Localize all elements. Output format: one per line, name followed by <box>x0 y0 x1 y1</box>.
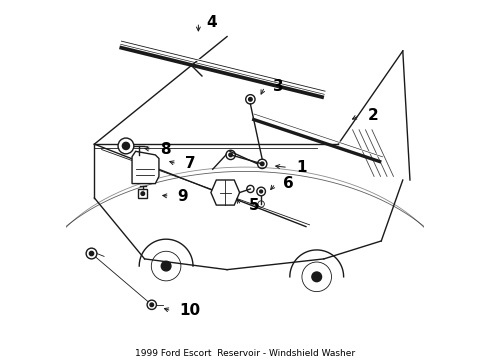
Circle shape <box>229 153 232 157</box>
Text: 5: 5 <box>249 198 260 213</box>
Circle shape <box>150 303 153 307</box>
Polygon shape <box>211 180 240 205</box>
Text: 4: 4 <box>206 15 217 30</box>
FancyBboxPatch shape <box>139 189 147 198</box>
Circle shape <box>86 248 97 259</box>
Circle shape <box>312 272 321 282</box>
Circle shape <box>147 300 156 310</box>
Text: 3: 3 <box>272 79 283 94</box>
Polygon shape <box>132 151 159 184</box>
Circle shape <box>122 142 129 149</box>
Circle shape <box>141 192 145 195</box>
Circle shape <box>260 162 264 166</box>
Text: 9: 9 <box>177 189 188 204</box>
Text: 2: 2 <box>368 108 378 123</box>
Text: 1999 Ford Escort  Reservoir - Windshield Washer: 1999 Ford Escort Reservoir - Windshield … <box>135 349 355 358</box>
Circle shape <box>161 261 171 271</box>
Circle shape <box>248 98 252 101</box>
Text: 7: 7 <box>185 156 196 171</box>
Text: 8: 8 <box>160 142 171 157</box>
Circle shape <box>118 138 134 154</box>
Text: 10: 10 <box>179 303 200 318</box>
Circle shape <box>260 190 263 193</box>
Text: 1: 1 <box>296 160 306 175</box>
Circle shape <box>89 251 94 256</box>
Text: 6: 6 <box>283 176 294 191</box>
